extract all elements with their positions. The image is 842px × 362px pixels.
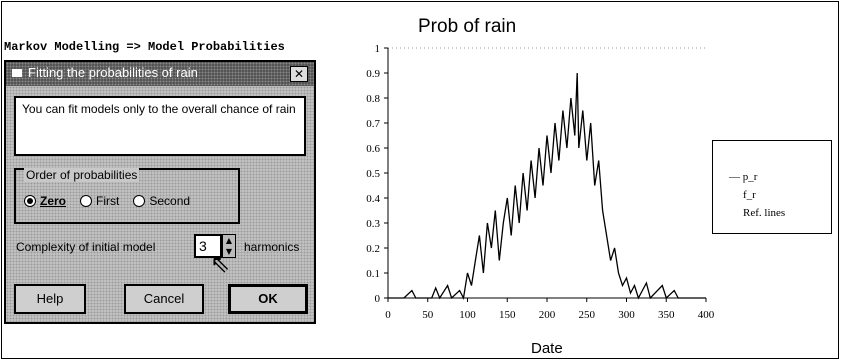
radio-first-label: First [96, 194, 120, 208]
x-axis-label: Date [531, 340, 563, 357]
legend-item-f-r: f_r [743, 189, 756, 201]
y-tick-label: 0.3 [366, 218, 380, 230]
complexity-input[interactable]: 3 [194, 234, 222, 258]
order-group-label: Order of probabilities [24, 168, 140, 182]
y-tick-label: 0 [375, 293, 381, 305]
x-tick-label: 350 [658, 309, 675, 321]
legend-item-p-r: — p_r [729, 171, 757, 183]
system-menu-icon[interactable] [12, 69, 22, 77]
series-line-p_r [388, 72, 706, 301]
spin-up-icon[interactable]: ▲ [225, 236, 233, 245]
radio-second-dot[interactable] [133, 195, 146, 207]
x-tick-label: 200 [539, 309, 556, 321]
order-group: Order of probabilities Zero First Second [14, 168, 240, 224]
y-tick-label: 0.1 [366, 268, 380, 280]
chart-legend: — p_r f_r Ref. lines [712, 140, 832, 234]
x-tick-label: 250 [579, 309, 596, 321]
y-tick-label: 0.7 [366, 118, 380, 130]
help-button[interactable]: Help [14, 284, 86, 314]
x-tick-label: 100 [459, 309, 476, 321]
complexity-spinner[interactable]: ▲ ▼ [222, 234, 236, 258]
radio-zero[interactable]: Zero [24, 194, 66, 208]
x-tick-label: 300 [618, 309, 635, 321]
harmonics-label: harmonics [244, 240, 300, 254]
radio-first-dot[interactable] [80, 195, 93, 207]
legend-label-p-r: p_r [742, 171, 758, 183]
legend-line-icon: — [729, 171, 740, 183]
ok-button[interactable]: OK [228, 284, 308, 314]
radio-zero-dot[interactable] [24, 195, 36, 207]
radio-second-label: Second [149, 194, 191, 208]
legend-item-ref-lines: Ref. lines [743, 207, 786, 219]
radio-first[interactable]: First [80, 194, 119, 208]
y-tick-label: 0.2 [366, 243, 380, 255]
complexity-label: Complexity of initial model [16, 240, 156, 254]
cancel-button[interactable]: Cancel [124, 284, 204, 314]
mouse-cursor-icon: ⇖ [210, 250, 231, 278]
radio-zero-label: Zero [40, 194, 67, 208]
y-tick-label: 0.8 [366, 93, 380, 105]
close-icon[interactable]: ✕ [290, 66, 308, 82]
chart-title: Prob of rain [418, 16, 517, 37]
x-tick-label: 0 [385, 309, 391, 321]
y-tick-label: 0.9 [366, 68, 380, 80]
y-tick-label: 0.6 [366, 143, 380, 155]
radio-second[interactable]: Second [133, 194, 190, 208]
y-tick-label: 0.5 [366, 168, 380, 180]
menu-path: Markov Modelling => Model Probabilities [4, 40, 285, 54]
order-options: Zero First Second [24, 194, 190, 208]
y-tick-label: 0.4 [366, 193, 380, 205]
spin-down-icon[interactable]: ▼ [225, 247, 233, 256]
dialog-title: Fitting the probabilities of rain [28, 65, 198, 80]
x-tick-label: 50 [422, 309, 434, 321]
y-tick-label: 1 [375, 43, 381, 55]
x-tick-label: 400 [698, 309, 715, 321]
dialog-titlebar[interactable]: Fitting the probabilities of rain ✕ [6, 62, 314, 86]
info-message: You can fit models only to the overall c… [14, 96, 306, 156]
x-tick-label: 150 [499, 309, 516, 321]
rain-probability-dialog: Fitting the probabilities of rain ✕ You … [4, 60, 316, 324]
